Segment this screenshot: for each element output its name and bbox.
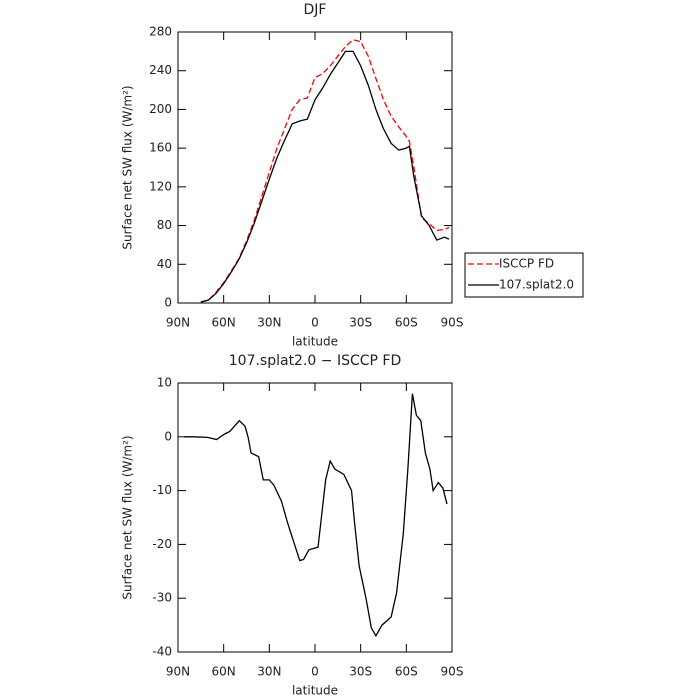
y-tick-label: 40 bbox=[157, 257, 172, 271]
y-tick-label: 120 bbox=[149, 179, 172, 193]
x-tick-label: 0 bbox=[311, 665, 319, 679]
panel: DJF latitude Surface net SW flux (W/m²) 0 40… bbox=[121, 2, 584, 349]
y-tick-label: 10 bbox=[157, 376, 172, 390]
panel: 107.splat2.0 − ISCCP FD latitude Surface n… bbox=[121, 353, 464, 698]
data-line bbox=[200, 50, 450, 303]
x-axis-label: latitude bbox=[292, 335, 338, 349]
y-tick-label: -10 bbox=[152, 483, 172, 497]
x-tick-label: 60N bbox=[212, 665, 236, 679]
y-tick-label: 240 bbox=[149, 63, 172, 77]
x-tick-label: 60S bbox=[395, 665, 418, 679]
y-tick-label: 160 bbox=[149, 141, 172, 155]
y-tick-label: -40 bbox=[152, 645, 172, 659]
x-axis-label: latitude bbox=[292, 684, 338, 698]
x-tick-label: 90S bbox=[441, 665, 464, 679]
y-axis-label: Surface net SW flux (W/m²) bbox=[121, 435, 135, 599]
legend-label: 107.splat2.0 bbox=[499, 278, 574, 292]
x-tick-label: 30N bbox=[257, 316, 281, 330]
x-tick-label: 60N bbox=[212, 316, 236, 330]
x-tick-label: 90N bbox=[166, 665, 190, 679]
plot-frame bbox=[177, 382, 453, 653]
chart-title: 107.splat2.0 − ISCCP FD bbox=[229, 353, 402, 369]
x-tick-label: 90N bbox=[166, 316, 190, 330]
x-tick-label: 30N bbox=[257, 665, 281, 679]
x-tick-label: 0 bbox=[311, 316, 319, 330]
x-tick-label: 60S bbox=[395, 316, 418, 330]
y-tick-label: 0 bbox=[164, 296, 172, 310]
plot-frame bbox=[177, 31, 453, 304]
y-axis-label: Surface net SW flux (W/m²) bbox=[121, 85, 135, 249]
y-tick-label: 80 bbox=[157, 218, 172, 232]
y-tick-label: -20 bbox=[152, 537, 172, 551]
y-tick-label: -30 bbox=[152, 591, 172, 605]
x-tick-label: 30S bbox=[349, 665, 372, 679]
x-tick-label: 30S bbox=[349, 316, 372, 330]
y-tick-label: 200 bbox=[149, 102, 172, 116]
legend-label: ISCCP FD bbox=[499, 257, 554, 271]
data-line bbox=[200, 39, 450, 303]
y-tick-label: 0 bbox=[164, 429, 172, 443]
data-line bbox=[184, 393, 448, 638]
chart-title: DJF bbox=[304, 2, 327, 18]
legend-box bbox=[464, 252, 584, 298]
x-tick-label: 90S bbox=[441, 316, 464, 330]
y-tick-label: 280 bbox=[149, 25, 172, 39]
